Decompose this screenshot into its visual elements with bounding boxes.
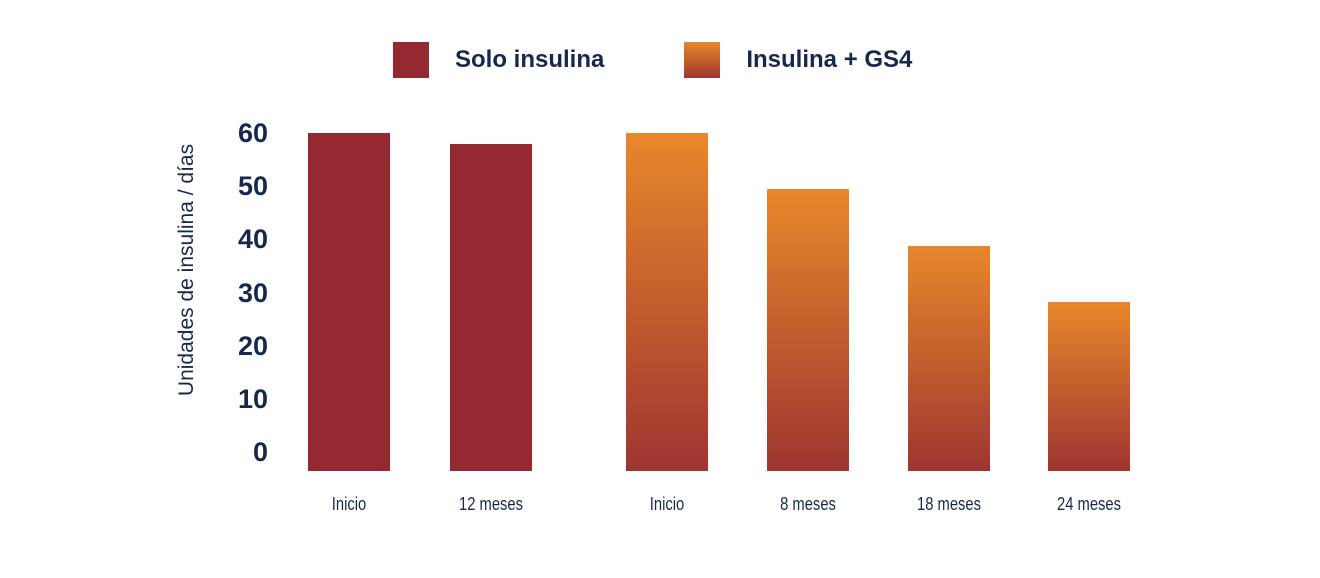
y-axis-tick-labels: 60 50 40 30 20 10 0	[160, 0, 268, 578]
legend-label: Insulina + GS4	[746, 46, 913, 73]
bar-solo-insulina-12-meses	[450, 144, 532, 471]
bar-solo-insulina-inicio	[308, 133, 390, 471]
x-label-24-meses-5: 24 meses	[1019, 494, 1159, 515]
x-label-text: 8 meses	[780, 494, 836, 514]
x-label-8-meses-3: 8 meses	[738, 494, 878, 515]
legend-label: Solo insulina	[455, 46, 605, 73]
legend-item-insulina-gs4: Insulina + GS4	[684, 42, 912, 78]
y-tick-60: 60	[237, 118, 268, 148]
x-label-18-meses-4: 18 meses	[879, 494, 1019, 515]
x-label-12-meses-1: 12 meses	[421, 494, 561, 515]
bar-insulina-gs4-8-meses	[767, 189, 849, 471]
y-tick-30: 30	[237, 277, 268, 308]
bar-insulina-gs4-inicio	[626, 133, 708, 471]
x-label-inicio-0: Inicio	[279, 494, 419, 515]
legend-item-solo-insulina: Solo insulina	[393, 42, 604, 78]
y-tick-20: 20	[237, 330, 268, 361]
y-tick-10: 10	[237, 383, 268, 414]
legend-swatch-insulina-gs4	[684, 42, 721, 78]
x-label-text: Inicio	[331, 494, 367, 514]
y-tick-40: 40	[237, 224, 268, 255]
x-label-text: Inicio	[649, 494, 685, 514]
x-label-text: 18 meses	[916, 494, 981, 514]
bar-insulina-gs4-18-meses	[908, 246, 990, 471]
x-label-text: 24 meses	[1056, 494, 1121, 514]
y-tick-0: 0	[252, 437, 268, 468]
chart-legend: Solo insulina Insulina + GS4	[393, 42, 912, 78]
bar-insulina-gs4-24-meses	[1048, 302, 1130, 471]
y-tick-50: 50	[237, 171, 268, 202]
x-label-inicio-2: Inicio	[597, 494, 737, 515]
x-label-text: 12 meses	[458, 494, 523, 514]
legend-swatch-solo-insulina	[393, 42, 429, 78]
